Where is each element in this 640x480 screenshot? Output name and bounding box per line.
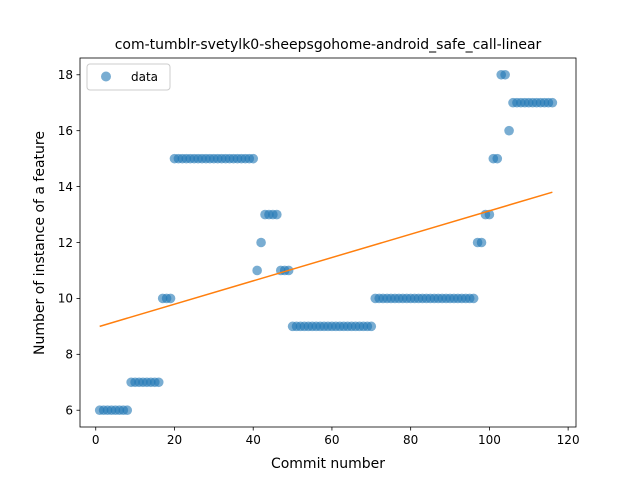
data-point xyxy=(165,293,176,304)
plot-area xyxy=(94,69,558,416)
data-point xyxy=(476,237,487,248)
data-point xyxy=(500,69,510,80)
y-tick-label: 10 xyxy=(58,292,73,306)
legend-frame xyxy=(86,63,171,91)
legend: data xyxy=(86,63,171,91)
data-point xyxy=(248,153,259,164)
axes: 0 20 40 60 80 100 120 6 8 10 12 14 16 18 xyxy=(58,57,580,447)
data-point xyxy=(122,405,133,416)
y-tick-label: 16 xyxy=(58,124,73,138)
chart-title: com-tumblr-svetylk0-sheepsgohome-android… xyxy=(115,37,542,53)
data-point xyxy=(153,377,164,388)
data-point xyxy=(468,293,479,304)
x-tick-label: 40 xyxy=(246,433,261,447)
y-tick-label: 6 xyxy=(65,404,73,418)
x-tick-label: 60 xyxy=(324,433,339,447)
fit-line xyxy=(99,191,553,328)
data-point xyxy=(366,321,377,332)
x-tick-label: 0 xyxy=(92,433,100,447)
data-point xyxy=(492,153,503,164)
x-tick-label: 100 xyxy=(478,433,501,447)
x-tick-label: 120 xyxy=(557,433,580,447)
data-point xyxy=(547,97,558,108)
x-tick-label: 20 xyxy=(167,433,182,447)
y-tick-label: 8 xyxy=(65,348,73,362)
data-point xyxy=(256,237,266,248)
legend-marker xyxy=(101,71,111,82)
data-point xyxy=(252,265,262,276)
x-axis-label: Commit number xyxy=(271,456,385,472)
x-tick-label: 80 xyxy=(403,433,418,447)
y-tick-label: 12 xyxy=(58,236,73,250)
y-axis-label: Number of instance of a feature xyxy=(32,131,48,355)
y-tick-label: 18 xyxy=(58,68,73,82)
y-tick-label: 14 xyxy=(58,180,73,194)
data-point xyxy=(272,209,282,220)
legend-label: data xyxy=(131,70,158,84)
data-point xyxy=(504,125,514,136)
